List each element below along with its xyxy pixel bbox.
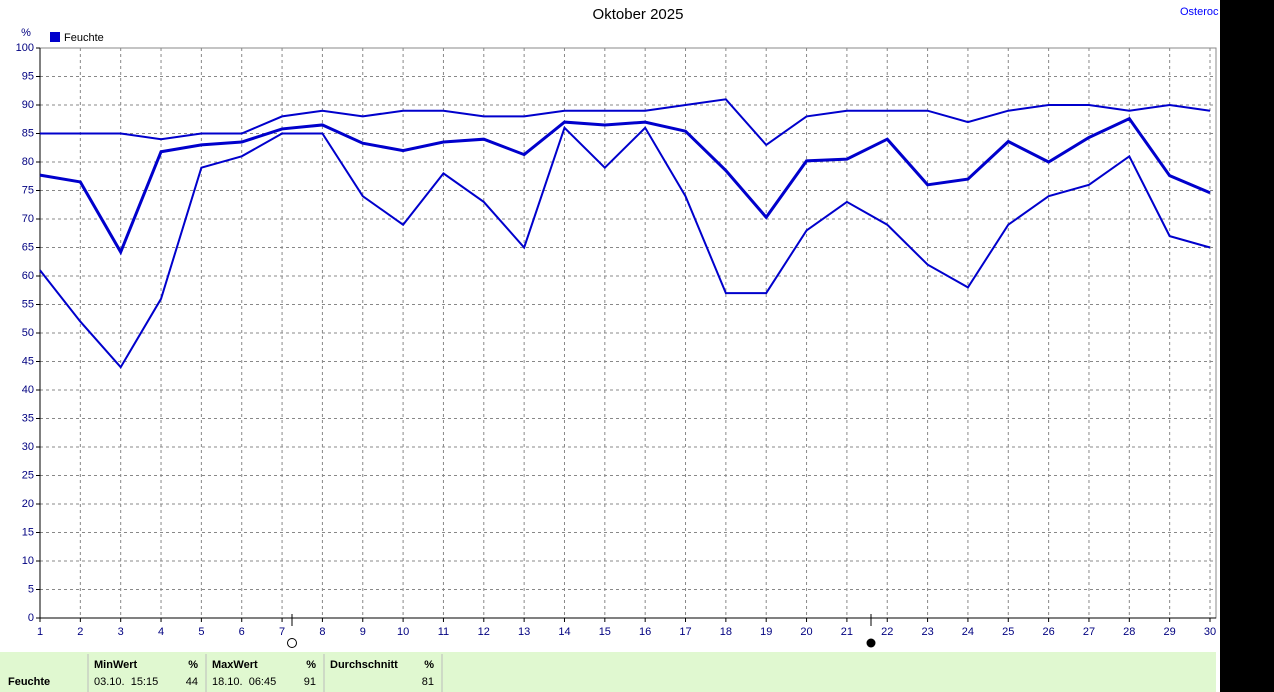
x-tick-label: 13 bbox=[518, 626, 530, 638]
summary-bg bbox=[0, 652, 1216, 692]
col-header: Durchschnitt bbox=[330, 659, 398, 671]
y-tick-label: 90 bbox=[22, 99, 34, 111]
x-tick-label: 1 bbox=[37, 626, 43, 638]
col-time: 18.10. 06:45 bbox=[212, 676, 276, 688]
x-tick-label: 8 bbox=[319, 626, 325, 638]
col-value: 91 bbox=[304, 676, 316, 688]
data-line bbox=[39, 116, 1211, 256]
x-tick-label: 20 bbox=[800, 626, 812, 638]
y-tick-label: 80 bbox=[22, 156, 34, 168]
y-label: % bbox=[21, 27, 31, 39]
y-tick-label: 25 bbox=[22, 469, 34, 481]
legend: Feuchte bbox=[50, 32, 104, 44]
y-tick-label: 15 bbox=[22, 526, 34, 538]
x-tick-label: 5 bbox=[198, 626, 204, 638]
y-tick-label: 60 bbox=[22, 270, 34, 282]
y-tick-label: 95 bbox=[22, 70, 34, 82]
chart-title: Oktober 2025 bbox=[593, 6, 684, 23]
y-tick-label: 65 bbox=[22, 241, 34, 253]
x-tick-label: 17 bbox=[679, 626, 691, 638]
x-tick-label: 12 bbox=[478, 626, 490, 638]
col-time: 03.10. 15:15 bbox=[94, 676, 158, 688]
x-tick-label: 6 bbox=[239, 626, 245, 638]
legend-swatch bbox=[50, 32, 60, 42]
y-tick-label: 70 bbox=[22, 213, 34, 225]
col-unit: % bbox=[306, 659, 316, 671]
x-tick-label: 9 bbox=[360, 626, 366, 638]
y-tick-label: 75 bbox=[22, 184, 34, 196]
x-tick-label: 19 bbox=[760, 626, 772, 638]
col-value: 44 bbox=[186, 676, 198, 688]
summary-table: Feuchte MinWert % 03.10. 15:15 44 MaxWert % 18… bbox=[8, 654, 443, 692]
y-tick-label: 85 bbox=[22, 127, 34, 139]
y-tick-label: 50 bbox=[22, 327, 34, 339]
y-tick-label: 45 bbox=[22, 355, 34, 367]
x-tick-label: 10 bbox=[397, 626, 409, 638]
side-strip bbox=[1220, 0, 1274, 692]
x-tick-label: 22 bbox=[881, 626, 893, 638]
x-tick-label: 27 bbox=[1083, 626, 1095, 638]
col-header: MaxWert bbox=[212, 659, 258, 671]
y-tick-label: 55 bbox=[22, 298, 34, 310]
y-tick-label: 100 bbox=[16, 42, 34, 54]
station: Osteroc bbox=[1180, 6, 1219, 18]
y-tick-label: 10 bbox=[22, 555, 34, 567]
col-header: MinWert bbox=[94, 659, 138, 671]
x-tick-label: 15 bbox=[599, 626, 611, 638]
x-tick-label: 11 bbox=[438, 626, 449, 638]
x-tick-label: 24 bbox=[962, 626, 974, 638]
y-tick-label: 0 bbox=[28, 612, 34, 624]
y-tick-label: 40 bbox=[22, 384, 34, 396]
x-tick-label: 14 bbox=[558, 626, 570, 638]
col-unit: % bbox=[424, 659, 434, 671]
x-tick-label: 28 bbox=[1123, 626, 1135, 638]
x-tick-label: 23 bbox=[921, 626, 933, 638]
col-value: 81 bbox=[422, 676, 434, 688]
moon-icons bbox=[287, 614, 876, 648]
col-unit: % bbox=[188, 659, 198, 671]
x-tick-label: 25 bbox=[1002, 626, 1014, 638]
y-tick-label: 35 bbox=[22, 412, 34, 424]
x-tick-label: 16 bbox=[639, 626, 651, 638]
x-tick-label: 3 bbox=[118, 626, 124, 638]
y-tick-label: 5 bbox=[28, 583, 34, 595]
x-tick-label: 7 bbox=[279, 626, 285, 638]
data-line bbox=[39, 125, 1211, 369]
x-tick-label: 4 bbox=[158, 626, 164, 638]
y-tick-label: 30 bbox=[22, 441, 34, 453]
x-tick-label: 18 bbox=[720, 626, 732, 638]
x-tick-label: 2 bbox=[77, 626, 83, 638]
row-label: Feuchte bbox=[8, 676, 50, 688]
data-line bbox=[40, 98, 1211, 147]
legend-label: Feuchte bbox=[64, 32, 104, 44]
x-tick-label: 26 bbox=[1042, 626, 1054, 638]
y-tick-label: 20 bbox=[22, 498, 34, 510]
x-tick-label: 30 bbox=[1204, 626, 1216, 638]
x-tick-label: 29 bbox=[1164, 626, 1176, 638]
x-tick-label: 21 bbox=[841, 626, 853, 638]
